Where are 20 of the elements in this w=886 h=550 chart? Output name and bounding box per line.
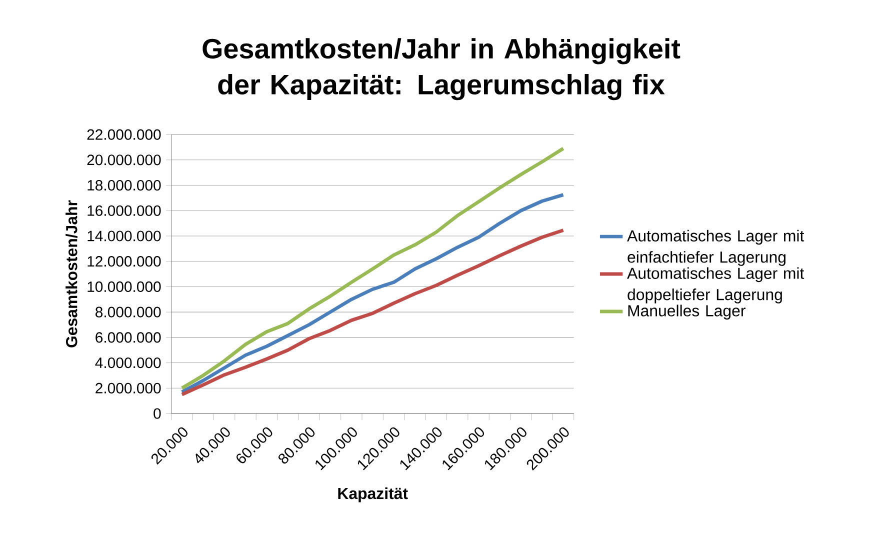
y-tick-label: 0 bbox=[154, 408, 161, 419]
y-tick-label: 2.000.000 bbox=[96, 382, 161, 394]
legend-label: Automatisches Lager mit einfachtiefer Lagerung bbox=[627, 230, 804, 266]
y-tick-label: 6.000.000 bbox=[96, 332, 161, 343]
y-tick-label: 16.000.000 bbox=[88, 205, 161, 216]
x-axis-title: Kapazität bbox=[338, 487, 408, 502]
y-axis-title: Gesamtkosten/Jahr bbox=[66, 200, 78, 348]
legend-label: Manuelles Lager bbox=[628, 304, 746, 320]
line-series bbox=[180, 228, 565, 396]
y-tick-label: 18.000.000 bbox=[88, 180, 161, 191]
y-tick-label: 4.000.000 bbox=[95, 358, 161, 368]
y-tick-label: 20.000.000 bbox=[87, 154, 161, 166]
y-tick-label: 8.000.000 bbox=[96, 306, 161, 318]
line-series bbox=[180, 146, 565, 390]
legend-label: Automatisches Lager mit doppeltiefer Lagerung bbox=[627, 267, 804, 304]
chart-title: Gesamtkosten/Jahr in Abhängigkeit der Kapazität: Lagerumschlag fix bbox=[202, 38, 680, 100]
y-tick-label: 14.000.000 bbox=[88, 230, 161, 242]
y-tick-label: 12.000.000 bbox=[88, 256, 161, 267]
y-tick-label: 10.000.000 bbox=[88, 281, 161, 292]
y-tick-label: 22.000.000 bbox=[87, 129, 161, 140]
